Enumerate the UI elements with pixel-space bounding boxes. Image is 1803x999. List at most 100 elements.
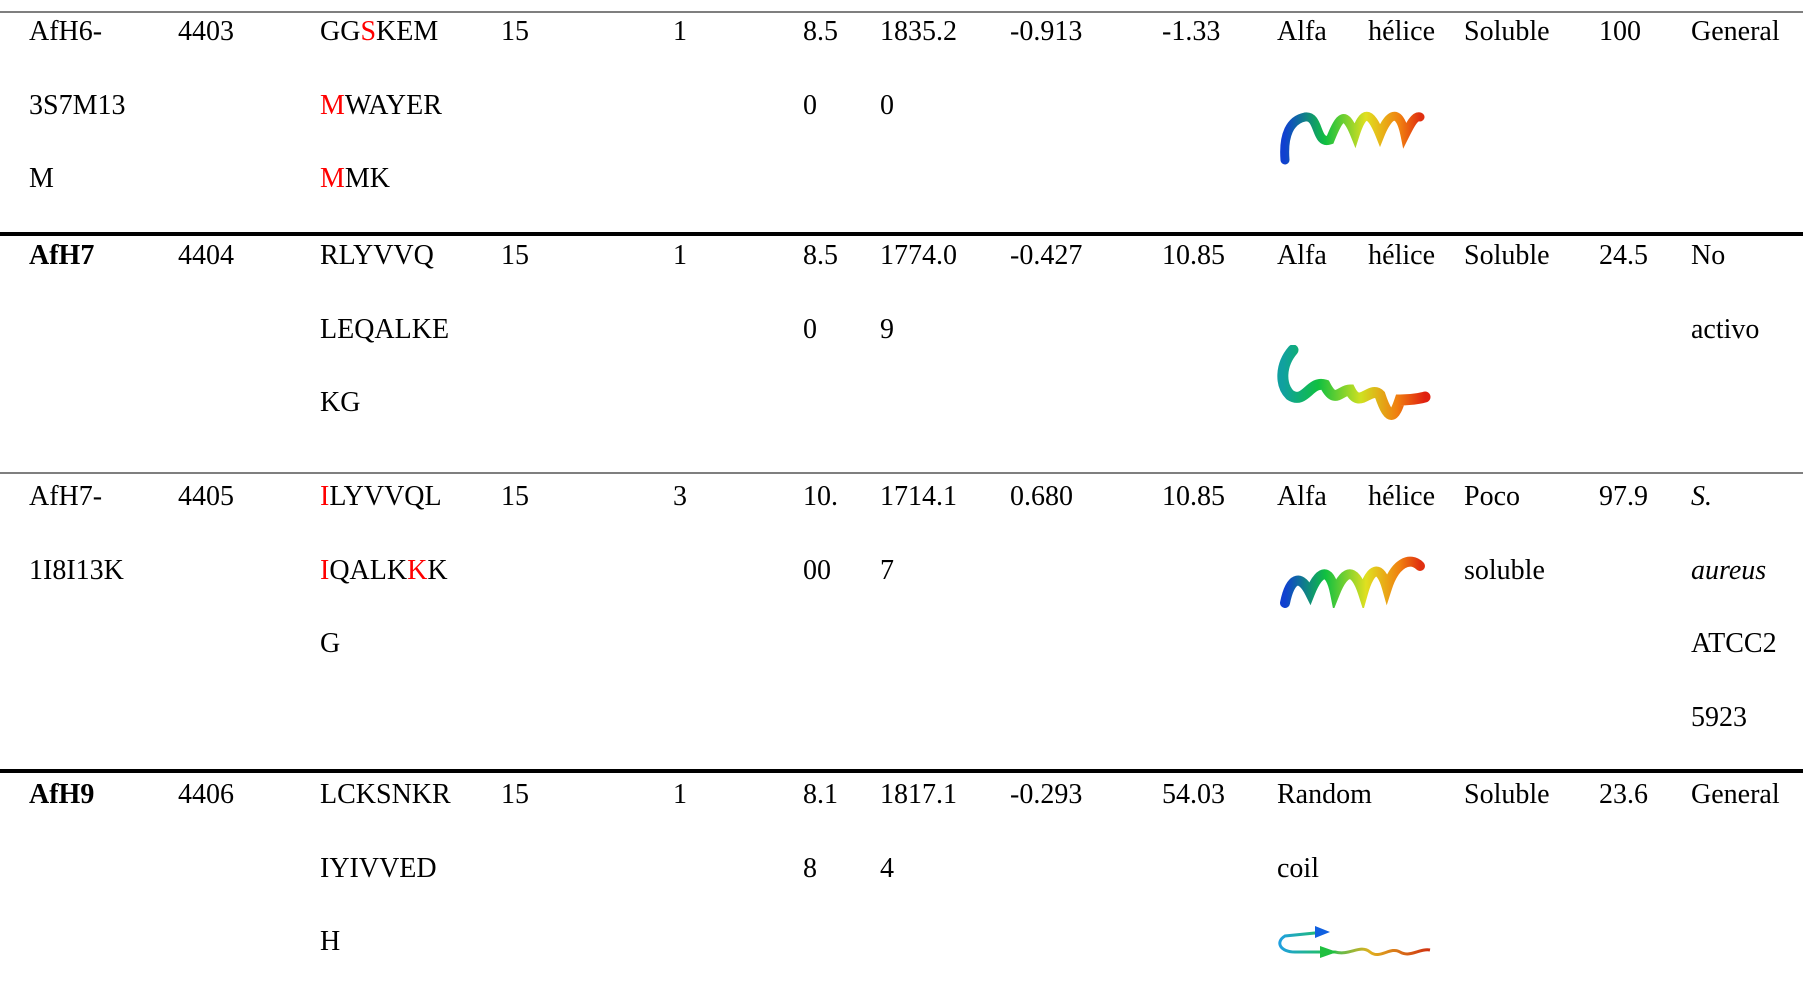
cell-line: 97.9: [1599, 481, 1648, 513]
cell-line: Random: [1277, 779, 1435, 811]
cell-line: 4406: [178, 779, 234, 811]
cell-line: 24.5: [1599, 240, 1648, 272]
text-segment: G: [320, 628, 340, 659]
cell-line: 0: [803, 314, 817, 346]
table-rule: [0, 11, 1803, 13]
cell-line: 8.5: [803, 16, 838, 48]
cell-line: coil: [1277, 853, 1435, 885]
cell-line: ILYVVQL: [320, 481, 442, 513]
table-rule: [0, 472, 1803, 474]
cell-line: Alfa hélice: [1277, 16, 1435, 48]
cell-line: 4405: [178, 481, 234, 513]
text-segment: LYVVQL: [329, 481, 441, 512]
structure-image: [1275, 922, 1435, 967]
cell-line: General: [1691, 779, 1780, 811]
table-rule: [0, 769, 1803, 773]
cell-line: 1774.0: [880, 240, 957, 272]
cell-line: MMK: [320, 163, 390, 195]
cell-line: 3: [673, 481, 687, 513]
text-segment: QALK: [329, 555, 407, 586]
cell-line: -0.427: [1010, 240, 1082, 272]
cell-line: 7: [880, 555, 894, 587]
text-segment: K: [427, 555, 447, 586]
cell-line: 1: [673, 240, 687, 272]
cell-line: 23.6: [1599, 779, 1648, 811]
cell-line: 5923: [1691, 702, 1747, 734]
structure-image: [1275, 95, 1425, 165]
cell-line: AfH6-: [29, 16, 102, 48]
text-segment: GG: [320, 16, 360, 47]
cell-line: Soluble: [1464, 240, 1550, 272]
text-segment: I: [320, 555, 329, 586]
cell-line: Soluble: [1464, 779, 1550, 811]
cell-line: IYIVVED: [320, 853, 437, 885]
cell-line: 9: [880, 314, 894, 346]
cell-line: 0.680: [1010, 481, 1073, 513]
cell-line: Alfa hélice: [1277, 481, 1435, 513]
cell-line: S.: [1691, 481, 1712, 513]
cell-line: 1I8I13K: [29, 555, 124, 587]
cell-line: Alfa hélice: [1277, 240, 1435, 272]
cell-line: soluble: [1464, 555, 1545, 587]
cell-line: -0.913: [1010, 16, 1082, 48]
cell-line: 54.03: [1162, 779, 1225, 811]
cell-line: -1.33: [1162, 16, 1220, 48]
cell-line: aureus: [1691, 555, 1766, 587]
cell-line: 1817.1: [880, 779, 957, 811]
cell-line: KG: [320, 387, 360, 419]
text-segment: WAYER: [345, 90, 442, 121]
page: AfH6-3S7M13M4403GGSKEMMWAYERMMK1518.5018…: [0, 0, 1803, 999]
cell-line: 8.1: [803, 779, 838, 811]
cell-line: 1: [673, 16, 687, 48]
cell-line: activo: [1691, 314, 1759, 346]
cell-line: 1: [673, 779, 687, 811]
table-rule: [0, 232, 1803, 236]
cell-line: 8.5: [803, 240, 838, 272]
cell-line: 8: [803, 853, 817, 885]
cell-line: 1835.2: [880, 16, 957, 48]
cell-line: 15: [501, 779, 529, 811]
cell-line: G: [320, 628, 340, 660]
text-segment: I: [320, 481, 329, 512]
cell-line: AfH7: [29, 240, 94, 272]
text-segment: MK: [345, 163, 390, 194]
cell-line: MWAYER: [320, 90, 442, 122]
cell-line: AfH9: [29, 779, 94, 811]
cell-line: 15: [501, 481, 529, 513]
cell-line: 10.85: [1162, 240, 1225, 272]
text-segment: S.: [1691, 481, 1712, 512]
cell-line: 10.85: [1162, 481, 1225, 513]
cell-line: RLYVVQ: [320, 240, 434, 272]
cell-line: IQALKKK: [320, 555, 448, 587]
cell-line: 4: [880, 853, 894, 885]
text-segment: M: [320, 163, 345, 194]
cell-line: ATCC2: [1691, 628, 1777, 660]
cell-line: M: [29, 163, 54, 195]
cell-line: H: [320, 926, 340, 958]
cell-line: 0: [880, 90, 894, 122]
text-segment: M: [320, 90, 345, 121]
text-segment: S: [360, 16, 376, 47]
cell-line: 0: [803, 90, 817, 122]
cell-line: Soluble: [1464, 16, 1550, 48]
cell-line: AfH7-: [29, 481, 102, 513]
text-segment: KEM: [376, 16, 438, 47]
cell-line: 100: [1599, 16, 1641, 48]
cell-line: 4403: [178, 16, 234, 48]
cell-line: 00: [803, 555, 831, 587]
structure-image: [1275, 345, 1435, 435]
cell-line: 15: [501, 16, 529, 48]
cell-line: -0.293: [1010, 779, 1082, 811]
cell-line: 1714.1: [880, 481, 957, 513]
structure-image: [1275, 548, 1435, 608]
text-segment: K: [407, 555, 427, 586]
cell-line: 4404: [178, 240, 234, 272]
text-segment: aureus: [1691, 555, 1766, 586]
cell-line: No: [1691, 240, 1725, 272]
cell-line: Poco: [1464, 481, 1520, 513]
cell-line: GGSKEM: [320, 16, 438, 48]
cell-line: LEQALKE: [320, 314, 449, 346]
cell-line: General: [1691, 16, 1780, 48]
cell-line: 15: [501, 240, 529, 272]
cell-line: 10.: [803, 481, 838, 513]
